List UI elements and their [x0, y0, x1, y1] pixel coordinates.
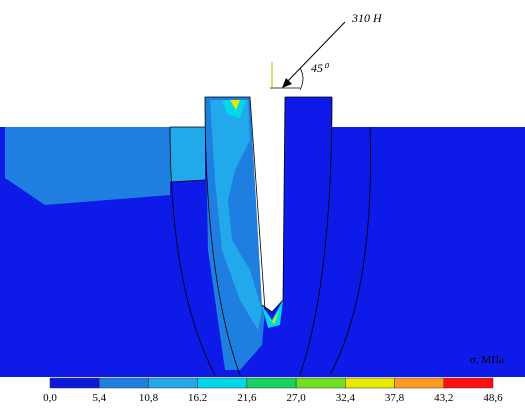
colorbar-tick-label: 37,8 [385, 392, 405, 404]
colorbar-tick-label: 43,2 [434, 392, 453, 404]
force-label: 310 H [351, 11, 383, 25]
colorbar-segment [247, 378, 296, 388]
colorbar-title: σ, МПа [470, 354, 504, 366]
colorbar-segment [50, 378, 99, 388]
colorbar-tick-label: 10,8 [139, 392, 159, 404]
colorbar-segment [296, 378, 345, 388]
colorbar-segment [198, 378, 247, 388]
colorbar-tick-label: 27,0 [286, 392, 306, 404]
colorbar-tick-label: 5,4 [92, 392, 106, 404]
stress-zone [5, 127, 170, 205]
angle-label: 45⁰ [311, 61, 330, 75]
arrow-head [282, 78, 292, 88]
colorbar-tick-label: 16.2 [188, 392, 207, 404]
angle-arc [300, 68, 303, 90]
colorbar-segment [444, 378, 493, 388]
colorbar-segment [395, 378, 444, 388]
colorbar-tick-label: 48,6 [483, 392, 503, 404]
colorbar-segment [345, 378, 394, 388]
tooth-right [285, 97, 332, 127]
colorbar-segment [99, 378, 148, 388]
colorbar-segment [148, 378, 197, 388]
colorbar-tick-label: 32,4 [336, 392, 356, 404]
model [0, 97, 525, 377]
force-arrow [284, 22, 345, 85]
stress-zone [170, 127, 205, 182]
colorbar-tick-label: 21,6 [237, 392, 257, 404]
colorbar-tick-label: 0,0 [43, 392, 57, 404]
colorbar: 0,0 5,4 10,8 16.2 21,6 27,0 32,4 37,8 43,2 48,6 [43, 378, 503, 404]
force-annotation: 310 H 45⁰ [270, 11, 383, 90]
fem-stress-plot: 310 H 45⁰ σ, МПа 0,0 5,4 10,8 16.2 21,6 27,0 3… [0, 0, 525, 412]
